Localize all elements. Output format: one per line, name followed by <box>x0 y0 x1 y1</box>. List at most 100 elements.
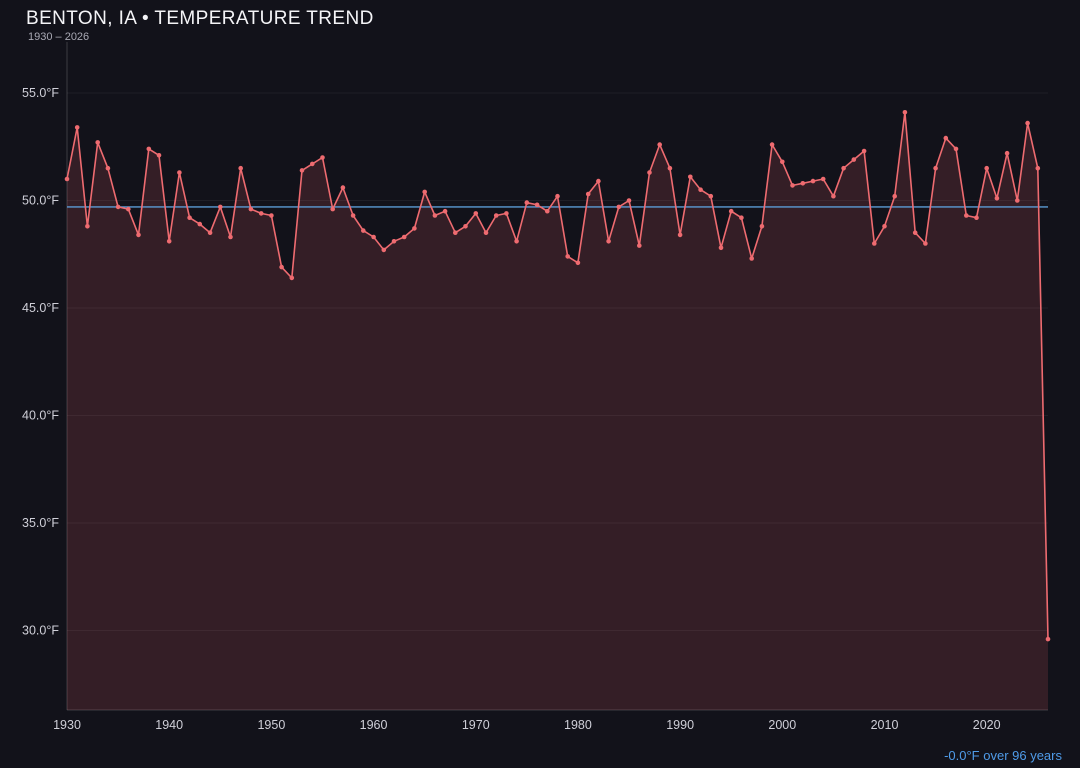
x-tick-label: 1980 <box>564 718 592 732</box>
data-point <box>493 213 499 218</box>
data-point <box>820 176 826 182</box>
axes <box>66 42 1048 711</box>
data-point <box>831 193 836 199</box>
data-point <box>412 226 417 231</box>
data-point <box>667 165 673 171</box>
x-tick-label: 2000 <box>768 718 796 732</box>
x-tick-label: 1960 <box>360 718 388 732</box>
data-point <box>882 224 887 229</box>
data-point <box>565 254 570 259</box>
y-tick-label: 40.0°F <box>22 408 59 422</box>
data-point <box>228 234 233 240</box>
data-point <box>861 148 867 154</box>
data-point <box>545 208 550 214</box>
data-point <box>401 234 407 240</box>
data-point <box>1004 150 1010 156</box>
data-point <box>657 142 662 147</box>
data-point <box>197 221 203 227</box>
data-point <box>851 157 857 162</box>
page-title: BENTON, IA • TEMPERATURE TREND <box>26 8 374 29</box>
data-point <box>299 168 305 173</box>
data-point <box>320 155 325 160</box>
data-point <box>780 159 785 165</box>
data-point <box>524 200 530 205</box>
data-point <box>647 170 652 175</box>
data-point <box>841 165 846 171</box>
y-axis-labels: 55.0°F 50.0°F 45.0°F 40.0°F 35.0°F 30.0°F <box>22 86 59 637</box>
data-point <box>943 135 949 141</box>
data-point <box>912 230 918 235</box>
data-point <box>616 204 622 210</box>
data-point <box>964 213 969 218</box>
y-tick-label: 50.0°F <box>22 193 59 207</box>
data-point <box>330 206 336 212</box>
data-point <box>442 208 448 214</box>
data-point <box>790 183 795 188</box>
data-point <box>64 176 70 182</box>
data-point <box>749 256 754 261</box>
x-tick-label: 1930 <box>53 718 81 732</box>
data-point <box>585 191 591 197</box>
trend-summary: -0.0°F over 96 years <box>944 748 1062 763</box>
data-point <box>340 185 346 190</box>
data-point <box>739 215 744 220</box>
data-point <box>534 202 540 208</box>
temperature-area-fill <box>67 112 1048 711</box>
data-point <box>350 213 356 218</box>
data-point <box>555 193 560 199</box>
data-point <box>514 239 519 244</box>
data-point <box>872 241 877 246</box>
data-point <box>105 165 111 171</box>
data-point <box>126 206 131 212</box>
data-point <box>310 161 315 167</box>
data-point <box>984 165 989 171</box>
data-point <box>166 239 172 244</box>
data-point <box>698 187 703 192</box>
data-point <box>248 206 254 212</box>
data-point <box>207 230 213 235</box>
gridlines <box>67 92 1048 631</box>
data-point <box>708 193 714 199</box>
data-point <box>1035 165 1041 171</box>
x-axis-labels: 1930 1940 1950 1960 1970 1980 1990 2000 2010 2020 <box>53 718 1001 732</box>
data-point <box>800 181 806 186</box>
data-point <box>718 245 724 251</box>
data-point <box>361 228 366 233</box>
data-point <box>463 224 468 229</box>
data-point <box>146 146 152 152</box>
data-point <box>769 142 775 147</box>
x-tick-label: 1990 <box>666 718 694 732</box>
data-point <box>483 230 489 235</box>
data-point <box>136 232 141 238</box>
data-point <box>238 165 243 171</box>
data-point <box>1025 120 1030 126</box>
x-tick-label: 2010 <box>871 718 899 732</box>
data-point <box>994 196 1000 201</box>
x-tick-label: 1970 <box>462 718 490 732</box>
x-tick-label: 2020 <box>973 718 1001 732</box>
data-point <box>218 204 223 210</box>
data-point <box>923 241 928 246</box>
data-point <box>371 234 376 240</box>
data-point <box>85 224 90 229</box>
data-point <box>637 243 642 248</box>
data-point <box>115 204 121 210</box>
data-point <box>974 215 979 220</box>
data-point <box>575 260 581 266</box>
data-point <box>677 232 683 238</box>
data-point <box>626 198 632 203</box>
data-point <box>688 174 693 180</box>
data-point <box>391 239 397 244</box>
data-point <box>902 110 908 115</box>
data-point <box>1045 636 1051 642</box>
y-tick-label: 55.0°F <box>22 86 59 100</box>
data-point <box>596 178 601 184</box>
data-point <box>504 211 509 216</box>
data-point <box>933 165 938 171</box>
y-tick-label: 30.0°F <box>22 623 59 637</box>
data-point <box>728 208 734 214</box>
data-point <box>381 247 387 253</box>
y-tick-label: 35.0°F <box>22 516 59 530</box>
data-point <box>187 215 192 220</box>
